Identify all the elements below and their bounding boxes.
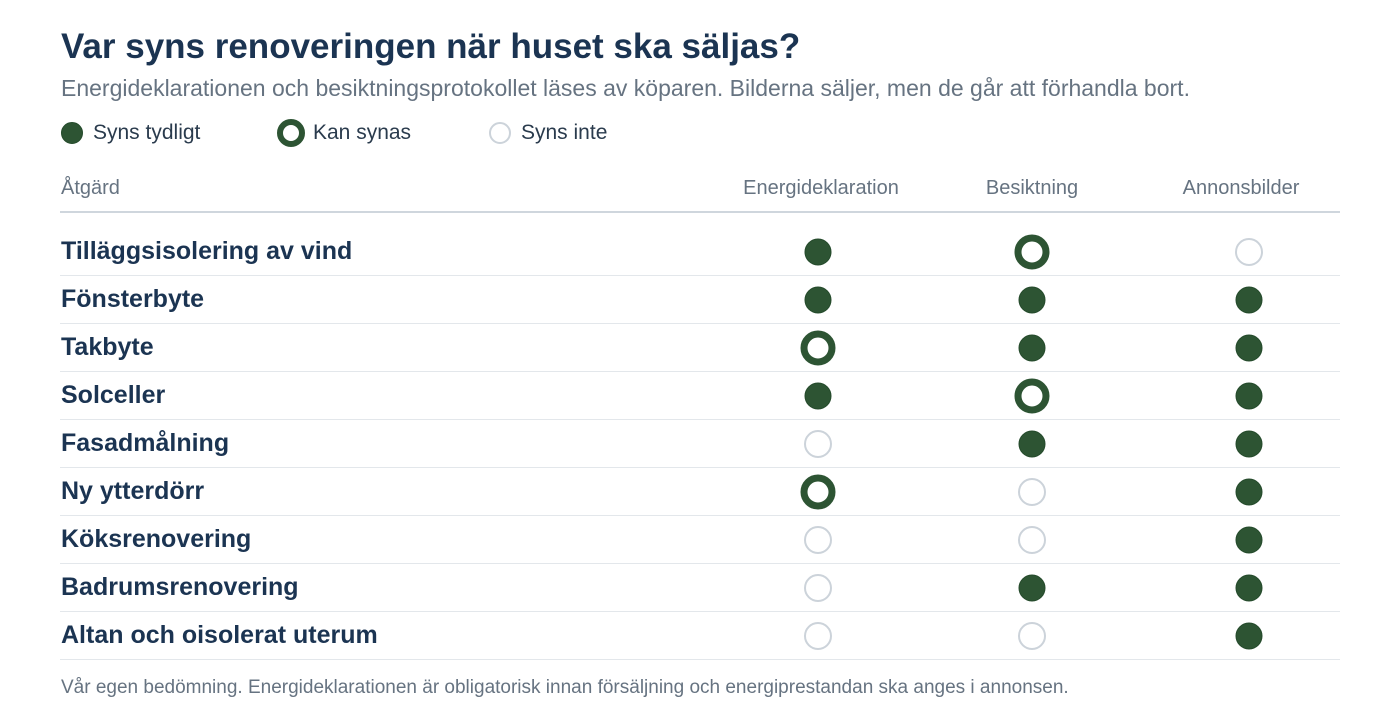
table-row: Badrumsrenovering: [60, 564, 1340, 612]
matrix-rows: Tilläggsisolering av vind Fönsterbyte Takb…: [60, 228, 1340, 660]
visibility-marker-full: [1018, 574, 1046, 601]
visibility-marker-none: [1018, 477, 1046, 506]
visibility-marker-full: [1235, 334, 1263, 361]
visibility-marker-full: [1018, 286, 1046, 313]
row-label: Takbyte: [61, 333, 154, 361]
row-label: Köksrenovering: [61, 525, 252, 553]
row-label: Fönsterbyte: [61, 285, 205, 313]
column-header-2: Besiktning: [985, 177, 1079, 199]
legend-item-partial: Kan synas: [277, 118, 411, 148]
visibility-marker-full: [1018, 334, 1046, 361]
visibility-marker-full: [1018, 430, 1046, 457]
legend-label-full: Syns tydligt: [93, 121, 201, 144]
chart-subtitle: Energideklarationen och besiktningsproto…: [61, 75, 1190, 101]
legend-item-full: Syns tydligt: [61, 118, 200, 148]
table-row: Altan och oisolerat uterum: [60, 612, 1340, 660]
visibility-marker-none: [804, 525, 832, 554]
visibility-marker-full: [1235, 382, 1263, 409]
row-label: Fasadmålning: [61, 429, 230, 457]
visibility-marker-full: [804, 238, 832, 265]
visibility-marker-full: [804, 382, 832, 409]
row-label: Tilläggsisolering av vind: [61, 237, 353, 265]
footnote: Vår egen bedömning. Energideklarationen …: [61, 677, 1069, 698]
chart-title: Var syns renoveringen när huset ska sälj…: [61, 27, 801, 66]
legend-marker-partial: [277, 119, 305, 147]
legend-marker-full: [61, 122, 83, 144]
visibility-marker-none: [804, 429, 832, 458]
row-label: Badrumsrenovering: [61, 573, 299, 601]
table-row: Tilläggsisolering av vind: [60, 228, 1340, 276]
legend-item-none: Syns inte: [489, 118, 607, 148]
table-row: Fasadmålning: [60, 420, 1340, 468]
visibility-marker-full: [1235, 526, 1263, 553]
legend-label-none: Syns inte: [521, 121, 608, 144]
column-header-3: Annonsbilder: [1182, 177, 1300, 199]
table-row: Fönsterbyte: [60, 276, 1340, 324]
visibility-marker-full: [1235, 622, 1263, 649]
row-label: Altan och oisolerat uterum: [61, 621, 378, 649]
visibility-marker-full: [1235, 574, 1263, 601]
table-row: Solceller: [60, 372, 1340, 420]
visibility-marker-partial: [1014, 378, 1050, 413]
visibility-marker-none: [1018, 621, 1046, 650]
table-row: Takbyte: [60, 324, 1340, 372]
row-label: Ny ytterdörr: [61, 477, 205, 505]
table-row: Ny ytterdörr: [60, 468, 1340, 516]
table-row: Köksrenovering: [60, 516, 1340, 564]
visibility-marker-full: [1235, 430, 1263, 457]
column-header-1: Energideklaration: [743, 177, 899, 199]
row-label: Solceller: [61, 381, 166, 409]
visibility-marker-none: [804, 573, 832, 602]
row-header-label: Åtgärd: [61, 177, 120, 199]
visibility-marker-partial: [800, 330, 836, 365]
visibility-marker-none: [1235, 237, 1263, 266]
visibility-marker-partial: [800, 474, 836, 509]
legend-marker-none: [489, 122, 511, 144]
visibility-marker-none: [804, 621, 832, 650]
visibility-marker-full: [1235, 286, 1263, 313]
legend: Syns tydligt Kan synas Syns inte: [61, 118, 761, 148]
visibility-marker-partial: [1014, 234, 1050, 269]
visibility-marker-none: [1018, 525, 1046, 554]
legend-label-partial: Kan synas: [313, 121, 412, 144]
visibility-marker-full: [804, 286, 832, 313]
visibility-marker-full: [1235, 478, 1263, 505]
header-divider: [60, 211, 1340, 213]
